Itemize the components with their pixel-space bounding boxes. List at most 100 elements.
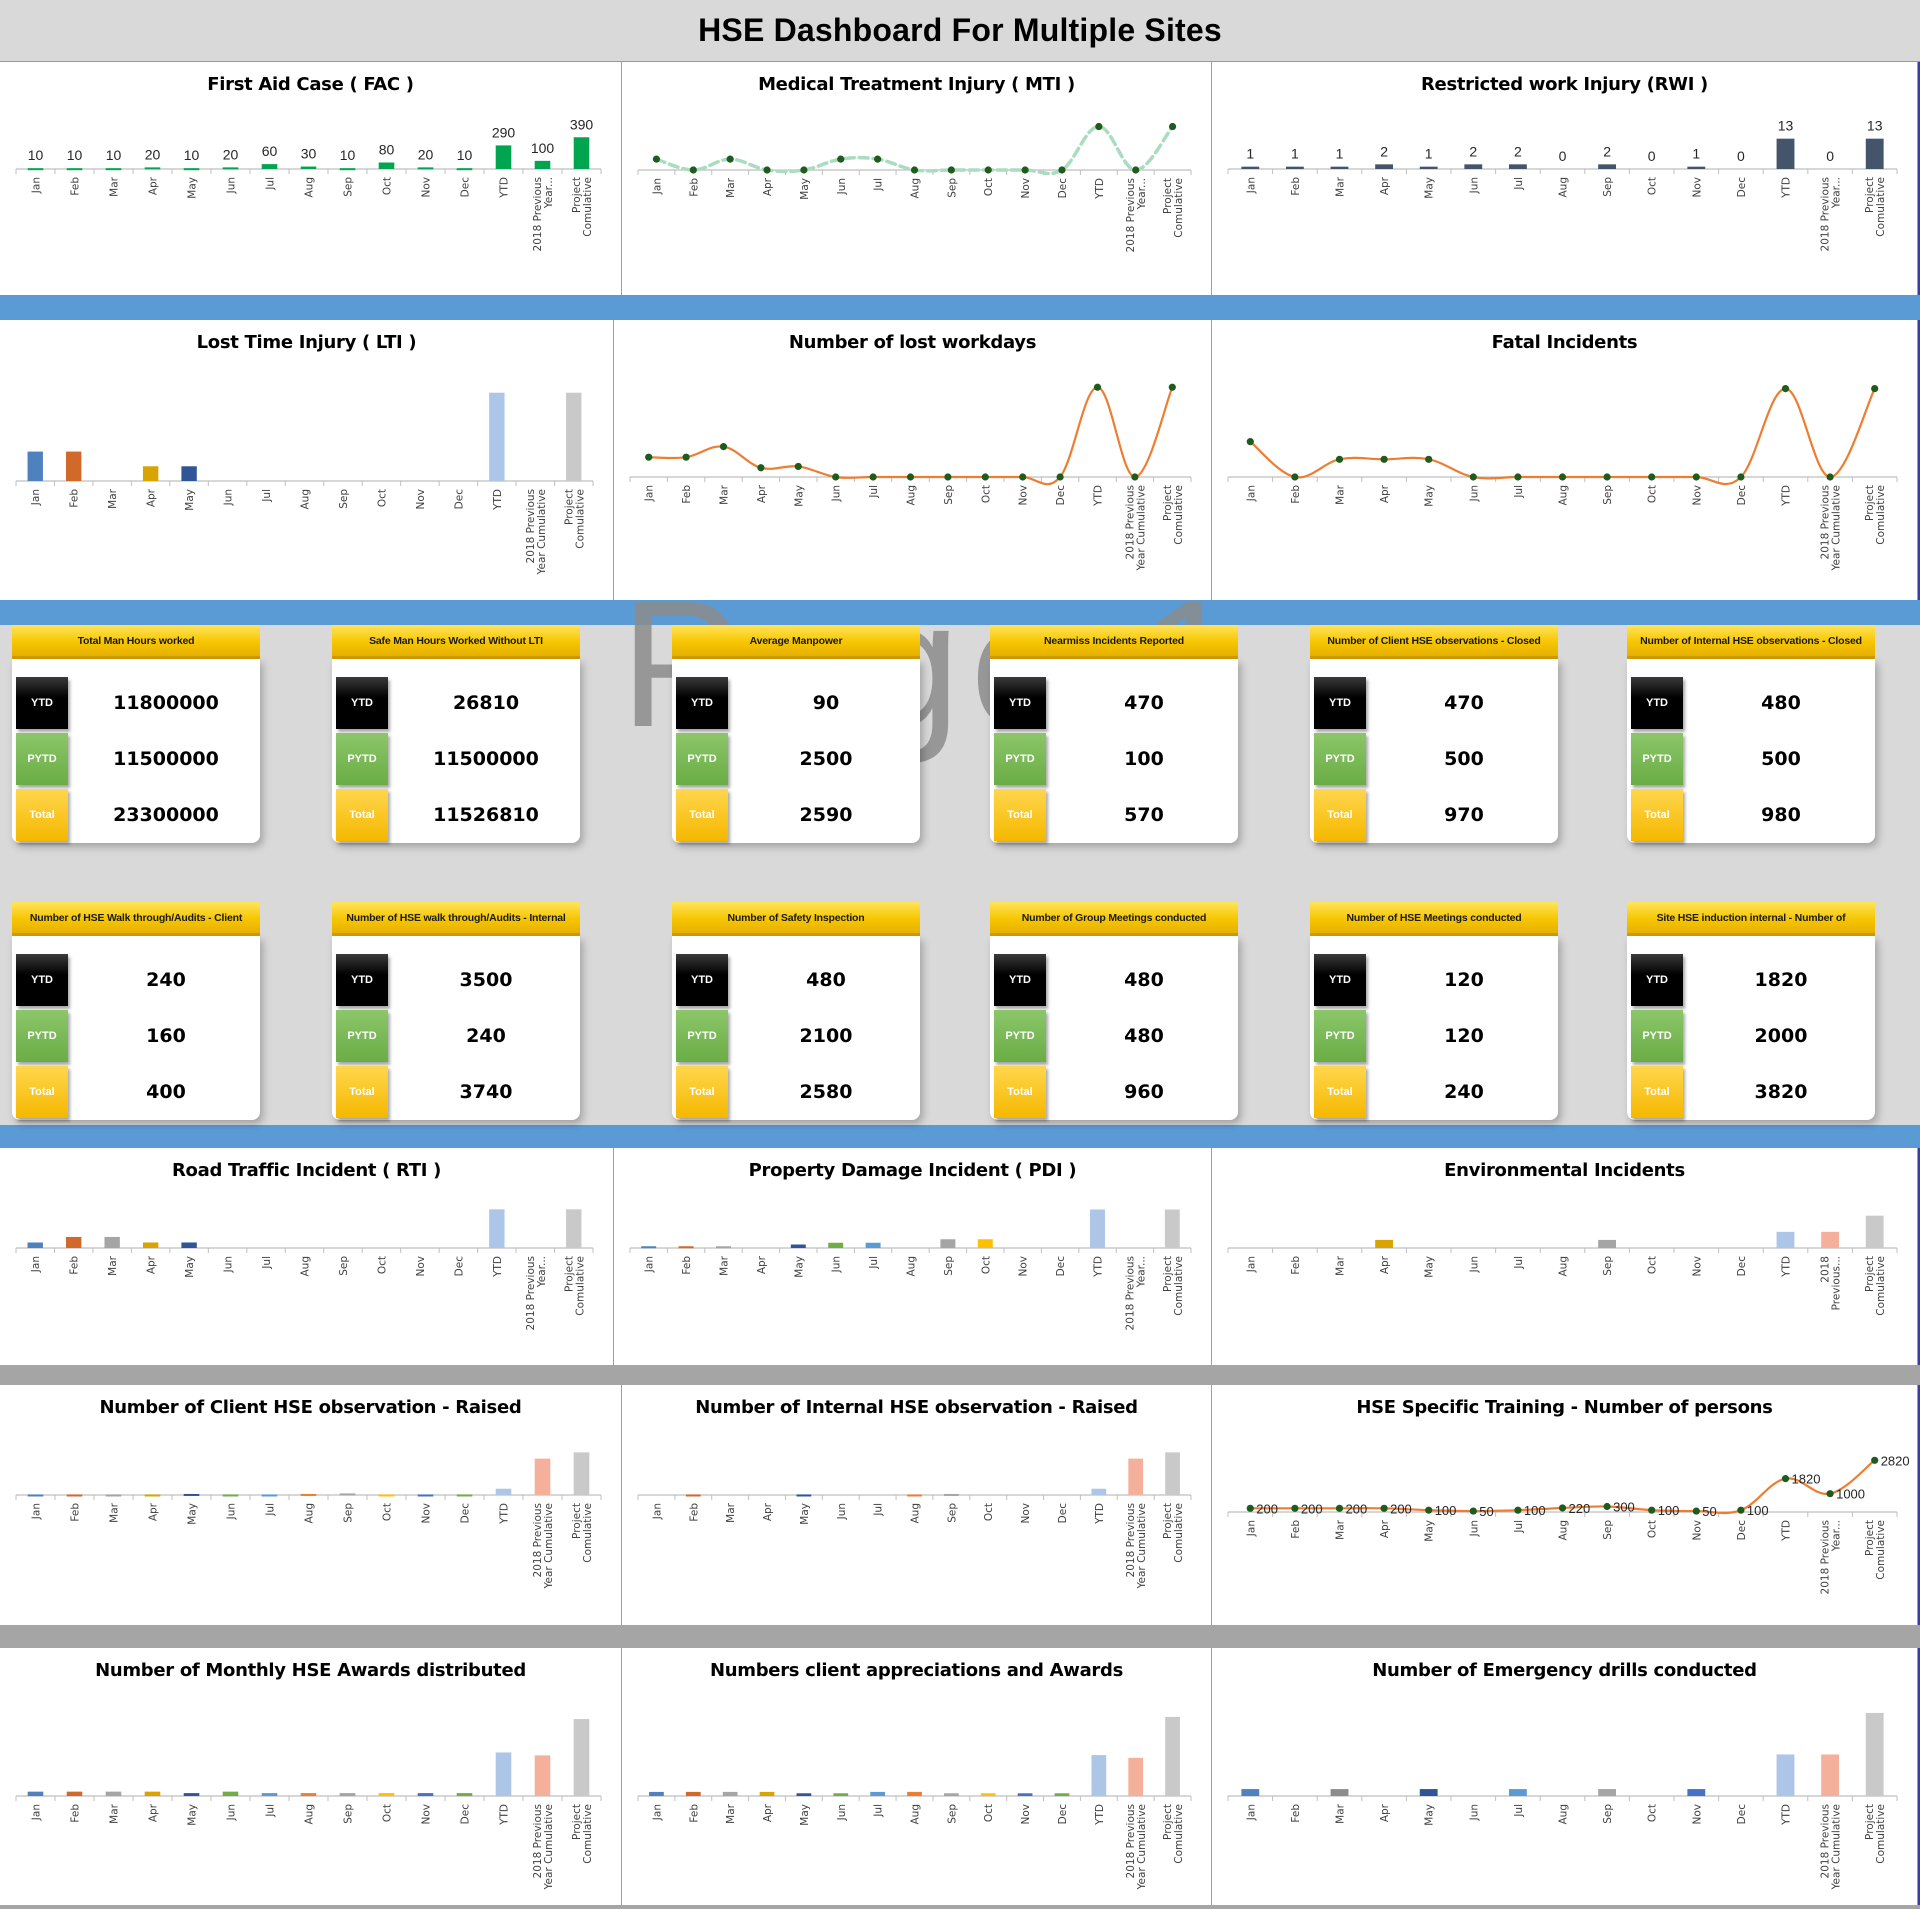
svg-text:Mar: Mar [109, 176, 121, 196]
kpi-badge-ytd: YTD [1314, 677, 1366, 729]
bar [144, 1791, 161, 1796]
kpi-row-ytd: YTD 240 [16, 954, 256, 1006]
svg-text:Sep: Sep [946, 1804, 958, 1824]
svg-text:Apr: Apr [1379, 1803, 1391, 1822]
axis-category-label: Feb [69, 1256, 81, 1275]
svg-text:May: May [799, 178, 811, 200]
axis-category-label: Jun [1468, 1256, 1480, 1273]
axis-category-label: Dec [1736, 1804, 1748, 1825]
kpi-card-title: Average Manpower [749, 634, 843, 647]
svg-text:YTD: YTD [492, 489, 504, 511]
axis-category-label: Project Comulative [1162, 178, 1185, 238]
svg-text:Jul: Jul [265, 177, 277, 191]
svg-text:Feb: Feb [1290, 1256, 1302, 1275]
bar [685, 1791, 701, 1796]
axis-category-label: May [799, 1503, 811, 1525]
axis-category-label: Nov [1691, 177, 1703, 198]
kpi-value: 3820 [1754, 1081, 1808, 1103]
data-point [1558, 1504, 1567, 1512]
kpi-value: 480 [1124, 1025, 1164, 1047]
axis-category-label: Oct [983, 1503, 995, 1521]
chart-mti: Medical Treatment Injury ( MTI ) Jan Feb Ma… [622, 62, 1212, 295]
axis-category-label: Sep [1602, 1256, 1614, 1276]
svg-text:Year Cumulative: Year Cumulative [543, 1503, 555, 1590]
kpi-row-ytd: YTD 3500 [336, 954, 576, 1006]
svg-text:May: May [793, 485, 805, 507]
svg-text:Oct: Oct [1647, 1520, 1659, 1538]
chart-plot: Jan Feb Mar Apr May Jun Jul Aug Sep Oct Nov Dec YTD 2… [637, 1452, 1192, 1590]
svg-text:Year...: Year... [1831, 177, 1843, 209]
axis-category-label: Dec [1057, 1804, 1069, 1825]
kpi-row-pytd: PYTD 120 [1314, 1010, 1554, 1062]
bar [222, 1791, 239, 1796]
svg-text:Project: Project [1162, 1503, 1174, 1539]
svg-text:Aug: Aug [906, 485, 918, 506]
svg-text:Oct: Oct [983, 1503, 995, 1521]
svg-text:Jan: Jan [651, 1503, 663, 1520]
kpi-card-header: Number of Safety Inspection [672, 902, 920, 936]
kpi-row-total: Total 2580 [676, 1066, 916, 1118]
svg-text:Dec: Dec [1736, 1256, 1748, 1277]
axis-category-label: 2018 Previous Year Cumulative [1820, 1804, 1843, 1891]
kpi-value: 500 [1444, 748, 1484, 770]
axis-category-label: Aug [1558, 1256, 1570, 1277]
bar [183, 1793, 200, 1796]
axis-category-label: Feb [1290, 1520, 1302, 1539]
kpi-card-body: YTD 26810 PYTD 11500000 Total 11526810 [332, 659, 580, 843]
chart-lti: Lost Time Injury ( LTI ) Jan Feb Mar Apr May J… [0, 320, 614, 600]
data-point [726, 155, 734, 163]
axis-category-label: 2018 Previous Year... [1124, 1256, 1147, 1330]
svg-text:Comulative: Comulative [1875, 1804, 1887, 1864]
bar [1508, 164, 1527, 169]
axis-category-label: May [1424, 177, 1436, 199]
bar [1419, 1789, 1438, 1796]
svg-text:2018 Previous: 2018 Previous [525, 1256, 537, 1330]
data-point [1871, 1456, 1879, 1464]
axis-category-label: May [1424, 485, 1436, 507]
chart-hse-training: HSE Specific Training - Number of person… [1212, 1385, 1918, 1625]
bar [566, 392, 582, 481]
axis-category-label: Jan [31, 1503, 43, 1520]
axis-category-label: Dec [1736, 1256, 1748, 1277]
bar [534, 1755, 551, 1796]
bar [489, 1209, 505, 1248]
data-point [763, 166, 771, 174]
data-point [1132, 166, 1140, 174]
kpi-card: Average Manpower YTD 90 PYTD 2500 Total 2590 [672, 625, 920, 843]
data-point [689, 166, 697, 174]
svg-text:Oct: Oct [1647, 485, 1659, 503]
kpi-card: Nearmiss Incidents Reported YTD 470 PYTD 100… [990, 625, 1238, 843]
axis-category-label: Apr [148, 1803, 160, 1822]
bar [1598, 1239, 1617, 1248]
data-point [1514, 473, 1522, 481]
svg-text:Project: Project [571, 1804, 583, 1840]
bar [27, 1791, 44, 1796]
data-point [910, 166, 919, 174]
axis-category-label: Dec [1055, 1256, 1067, 1277]
bar [142, 466, 159, 481]
axis-category-label: Dec [1736, 177, 1748, 198]
svg-text:Year Cumulative: Year Cumulative [1136, 1804, 1148, 1891]
kpi-value: 11500000 [433, 748, 539, 770]
svg-text:May: May [187, 177, 199, 199]
bar [828, 1242, 844, 1248]
kpi-value: 240 [466, 1025, 506, 1047]
bar [722, 1791, 738, 1796]
svg-text:Jul: Jul [265, 1503, 277, 1517]
kpi-badge-pytd: PYTD [994, 1010, 1046, 1062]
data-point [1781, 385, 1790, 393]
svg-text:Nov: Nov [421, 1804, 433, 1825]
kpi-value: 120 [1444, 969, 1484, 991]
axis-category-label: 2018 Previous Year... [1125, 178, 1148, 252]
kpi-card-header: Total Man Hours worked [12, 625, 260, 659]
data-label: 10 [457, 147, 473, 163]
svg-text:Jan: Jan [644, 485, 656, 502]
data-point [1603, 1502, 1611, 1511]
bar [907, 1791, 922, 1796]
data-label: 2 [1380, 143, 1388, 159]
axis-category-label: Jun [836, 178, 848, 195]
kpi-card-body: YTD 90 PYTD 2500 Total 2590 [672, 659, 920, 843]
svg-text:May: May [799, 1804, 811, 1826]
svg-text:Jul: Jul [868, 485, 880, 499]
kpi-card-title: Number of HSE walk through/Audits - Inte… [346, 911, 566, 924]
